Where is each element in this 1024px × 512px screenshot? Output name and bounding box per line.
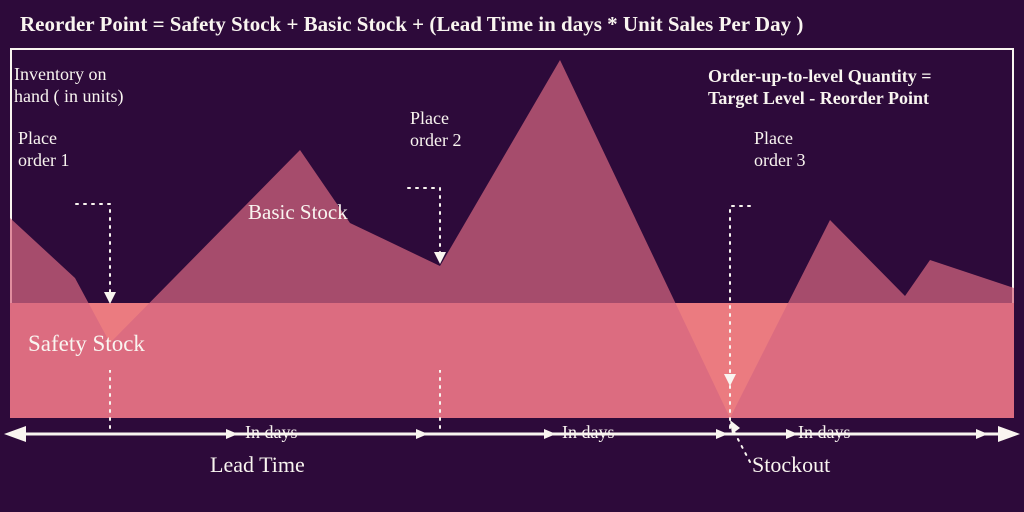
y-axis-label: Inventory on hand ( in units) bbox=[14, 64, 124, 107]
inventory-area bbox=[10, 60, 1014, 418]
order-up-to-formula: Order-up-to-level Quantity = Target Leve… bbox=[708, 66, 932, 109]
place-order-2-label: Place order 2 bbox=[410, 108, 461, 151]
place-order-3-label: Place order 3 bbox=[754, 128, 805, 171]
place-order-1-label: Place order 1 bbox=[18, 128, 69, 171]
title-formula: Reorder Point = Safety Stock + Basic Sto… bbox=[20, 12, 1004, 37]
safety-stock-label: Safety Stock bbox=[28, 330, 145, 358]
basic-stock-label: Basic Stock bbox=[248, 200, 348, 225]
stockout-label: Stockout bbox=[752, 452, 830, 478]
lead-time-label: Lead Time bbox=[210, 452, 305, 478]
vertical-connectors bbox=[10, 370, 1014, 430]
